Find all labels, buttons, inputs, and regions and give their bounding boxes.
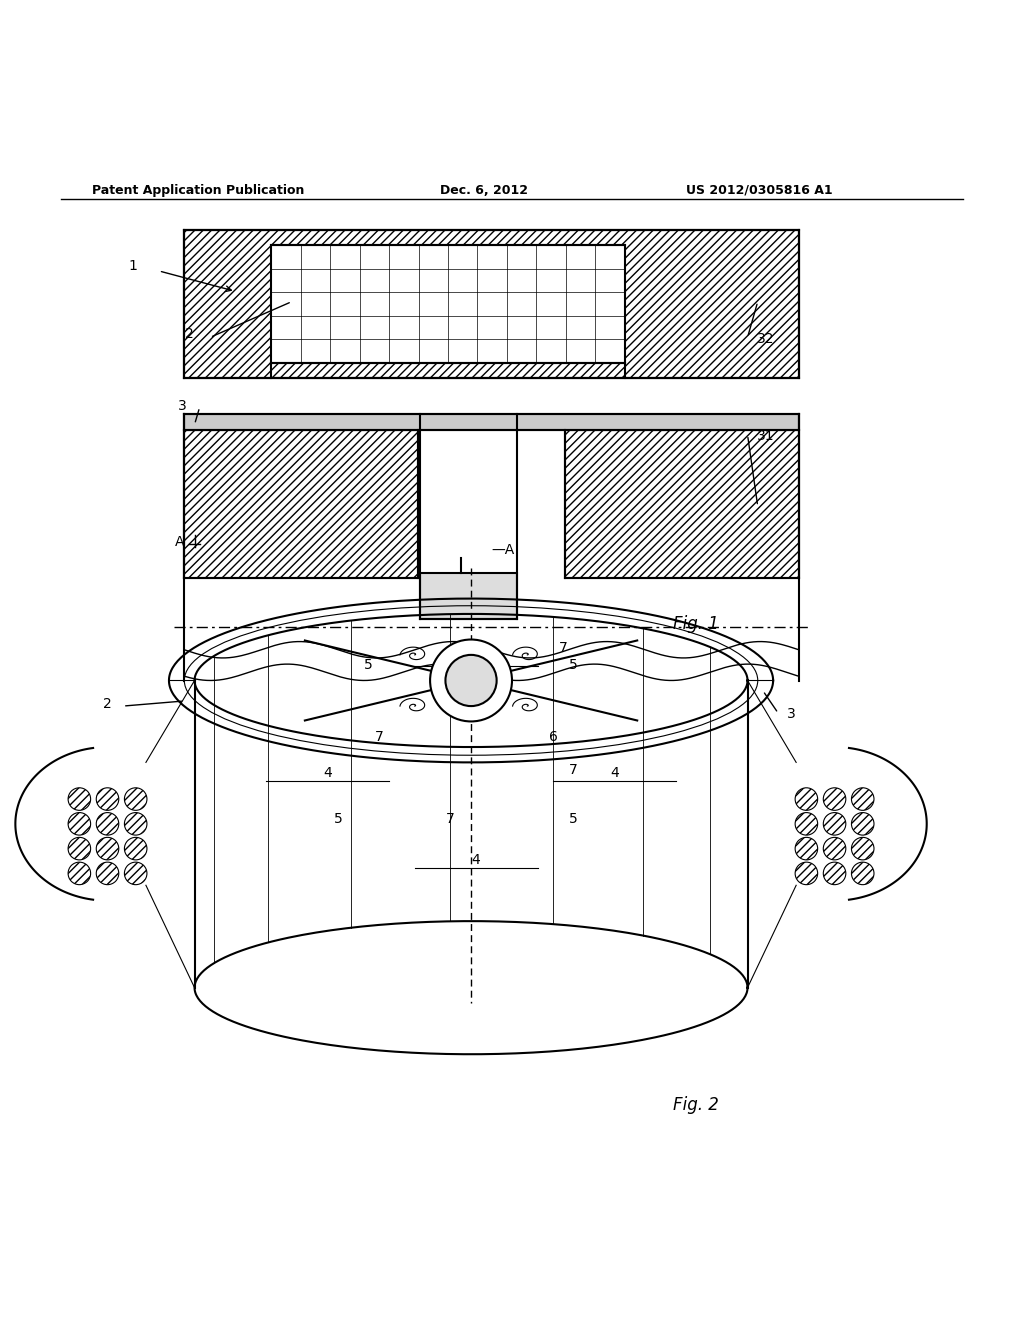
Text: 4: 4 bbox=[324, 766, 332, 780]
Text: —A: —A bbox=[492, 544, 515, 557]
Text: 4: 4 bbox=[472, 651, 480, 665]
Circle shape bbox=[851, 813, 873, 836]
Bar bbox=[184, 429, 418, 578]
Text: Fig. 1: Fig. 1 bbox=[674, 615, 719, 634]
Text: 31: 31 bbox=[757, 429, 775, 442]
Text: 4: 4 bbox=[610, 766, 618, 780]
Circle shape bbox=[96, 788, 119, 810]
Bar bbox=[184, 414, 799, 429]
Text: 7: 7 bbox=[559, 640, 567, 655]
Text: 5: 5 bbox=[569, 812, 578, 826]
Text: 6: 6 bbox=[549, 730, 557, 743]
Bar bbox=[184, 230, 799, 379]
Circle shape bbox=[125, 837, 147, 859]
Circle shape bbox=[851, 862, 873, 884]
Circle shape bbox=[125, 788, 147, 810]
Circle shape bbox=[795, 813, 817, 836]
Circle shape bbox=[96, 862, 119, 884]
Text: Patent Application Publication: Patent Application Publication bbox=[92, 183, 304, 197]
Bar bbox=[184, 230, 799, 379]
Circle shape bbox=[823, 862, 846, 884]
Circle shape bbox=[445, 655, 497, 706]
Circle shape bbox=[851, 837, 873, 859]
Circle shape bbox=[96, 837, 119, 859]
Circle shape bbox=[795, 862, 817, 884]
Text: Dec. 6, 2012: Dec. 6, 2012 bbox=[440, 183, 528, 197]
Circle shape bbox=[823, 837, 846, 859]
Text: 4: 4 bbox=[472, 853, 480, 867]
Text: A: A bbox=[174, 535, 184, 549]
Circle shape bbox=[68, 788, 90, 810]
Circle shape bbox=[823, 788, 846, 810]
Text: 5: 5 bbox=[569, 659, 578, 672]
Circle shape bbox=[795, 837, 817, 859]
Text: 1: 1 bbox=[129, 259, 137, 273]
Text: 2: 2 bbox=[185, 327, 194, 342]
Bar bbox=[565, 429, 799, 578]
Bar bbox=[271, 246, 625, 363]
Circle shape bbox=[68, 837, 90, 859]
Text: 7: 7 bbox=[569, 763, 578, 776]
Text: 5: 5 bbox=[365, 659, 373, 672]
Text: 2: 2 bbox=[103, 697, 112, 711]
Circle shape bbox=[125, 862, 147, 884]
Text: 3: 3 bbox=[787, 708, 796, 721]
Circle shape bbox=[68, 813, 90, 836]
Circle shape bbox=[795, 788, 817, 810]
Text: US 2012/0305816 A1: US 2012/0305816 A1 bbox=[686, 183, 833, 197]
Text: Fig. 2: Fig. 2 bbox=[674, 1097, 719, 1114]
Circle shape bbox=[823, 813, 846, 836]
Text: 7: 7 bbox=[446, 812, 455, 826]
Circle shape bbox=[430, 639, 512, 722]
Circle shape bbox=[96, 813, 119, 836]
Bar bbox=[420, 573, 517, 619]
Text: 7: 7 bbox=[375, 730, 383, 743]
Bar bbox=[184, 429, 418, 578]
Circle shape bbox=[851, 788, 873, 810]
Bar bbox=[565, 429, 799, 578]
Text: 32: 32 bbox=[757, 333, 775, 346]
Circle shape bbox=[125, 813, 147, 836]
Text: 3: 3 bbox=[178, 399, 186, 413]
Circle shape bbox=[68, 862, 90, 884]
Text: 5: 5 bbox=[334, 812, 342, 826]
